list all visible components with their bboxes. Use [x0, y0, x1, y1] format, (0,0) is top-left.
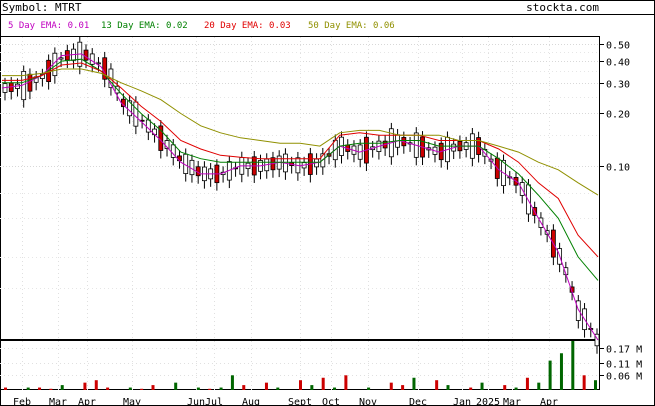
- x-tick-label: Nov: [359, 397, 377, 406]
- x-tick-label: Mar: [503, 397, 521, 406]
- volume-bar: [412, 377, 416, 390]
- volume-bar: [321, 377, 325, 390]
- legend-ema50: 50 Day EMA: 0.06: [308, 21, 395, 31]
- volume-bar: [559, 353, 563, 390]
- ema-line-20-day-ema: [2, 62, 599, 258]
- volume-bar: [367, 387, 371, 390]
- x-tick-label: Aug: [242, 397, 260, 406]
- price-tick-label: 0.40: [606, 58, 630, 69]
- volume-tick-label: 0.11 M: [606, 360, 642, 371]
- volume-bar: [299, 380, 302, 390]
- price-tick-label: 0.50: [606, 41, 630, 52]
- volume-bar: [174, 382, 178, 390]
- volume-bar: [230, 375, 234, 390]
- x-tick-label: Apr: [78, 397, 96, 406]
- volume-bar: [38, 387, 42, 390]
- candle-body: [83, 49, 89, 61]
- ema-line-50-day-ema: [2, 68, 599, 196]
- grid: [0, 37, 600, 390]
- x-axis: Feb Mar Apr May Jun Jul Aug Sept Oct Nov Dec Jan 202…: [13, 397, 558, 406]
- candle-body: [575, 300, 581, 321]
- volume-bar: [49, 388, 53, 390]
- volume-bar: [219, 387, 223, 390]
- volume-bar: [514, 387, 518, 390]
- candle-body: [27, 73, 33, 92]
- x-tick-label: Apr: [540, 397, 558, 406]
- x-tick-label: May: [123, 397, 141, 406]
- volume-bar: [503, 385, 507, 390]
- ema-lines: [1, 53, 599, 341]
- brand-label: stockta.com: [526, 1, 599, 14]
- volume-bar: [26, 387, 30, 390]
- volume-bar: [276, 387, 280, 390]
- volume-bar: [106, 387, 110, 390]
- symbol-label: Symbol: MTRT: [2, 1, 82, 14]
- volume-bar: [151, 385, 155, 390]
- legend-ema20: 20 Day EMA: 0.03: [204, 21, 291, 31]
- volume-tick-label: 0.17 M: [606, 345, 642, 356]
- volume-bar: [389, 382, 393, 390]
- price-tick-label: 0.30: [606, 80, 630, 91]
- volume-bar: [333, 387, 337, 390]
- candle-body: [133, 101, 139, 127]
- volume-bar: [94, 380, 98, 390]
- volume-y-axis: 0.17 M 0.11 M0.06 M: [600, 345, 642, 383]
- volume-tick-label: 0.06 M: [606, 372, 642, 383]
- x-tick-label: Dec: [409, 397, 427, 406]
- volume-bar: [582, 375, 586, 390]
- volume-bar: [446, 385, 450, 390]
- price-tick-label: 0.10: [606, 163, 630, 174]
- candle-body: [102, 57, 108, 80]
- volume-bar: [196, 387, 200, 390]
- x-tick-label: 2025: [476, 397, 500, 406]
- volume-bar: [571, 341, 575, 390]
- volume-bar: [140, 388, 144, 390]
- volume-bar: [310, 385, 314, 390]
- volume-bar: [469, 387, 473, 390]
- price-tick-label: 0.20: [606, 110, 630, 121]
- volume-bar: [401, 385, 405, 390]
- volume-bar: [242, 385, 246, 390]
- volume-bar: [4, 387, 7, 390]
- volume-bar: [60, 385, 64, 390]
- x-tick-label: Oct: [322, 397, 340, 406]
- x-tick-label: Jun: [187, 397, 205, 406]
- ema-line-5-day-ema: [1, 53, 599, 341]
- volume-bar: [435, 380, 439, 390]
- price-panel-border: [0, 36, 600, 340]
- x-tick-label: Jan: [453, 397, 471, 406]
- volume-bar: [83, 382, 87, 390]
- volume-bar: [264, 382, 268, 390]
- volume-bar: [548, 360, 552, 390]
- volume-bar: [525, 377, 529, 390]
- volume-bars: [4, 341, 597, 390]
- volume-bar: [480, 382, 484, 390]
- volume-bar: [537, 382, 541, 390]
- legend-ema13: 13 Day EMA: 0.02: [101, 21, 188, 31]
- volume-bar: [344, 375, 348, 390]
- legend-ema5: 5 Day EMA: 0.01: [8, 21, 89, 31]
- volume-bar: [128, 387, 132, 390]
- candle-body: [177, 155, 182, 162]
- x-tick-label: Feb: [13, 397, 31, 406]
- price-y-axis: 0.50 0.40 0.30 0.20 0.10: [600, 41, 630, 174]
- volume-bar: [594, 380, 597, 390]
- x-tick-label: Sept: [288, 397, 312, 406]
- volume-bar: [208, 388, 212, 390]
- x-tick-label: Mar: [49, 397, 67, 406]
- candle-body: [89, 53, 95, 65]
- candle-body: [526, 184, 531, 215]
- candle-body: [594, 333, 600, 347]
- x-tick-label: Jul: [205, 397, 223, 406]
